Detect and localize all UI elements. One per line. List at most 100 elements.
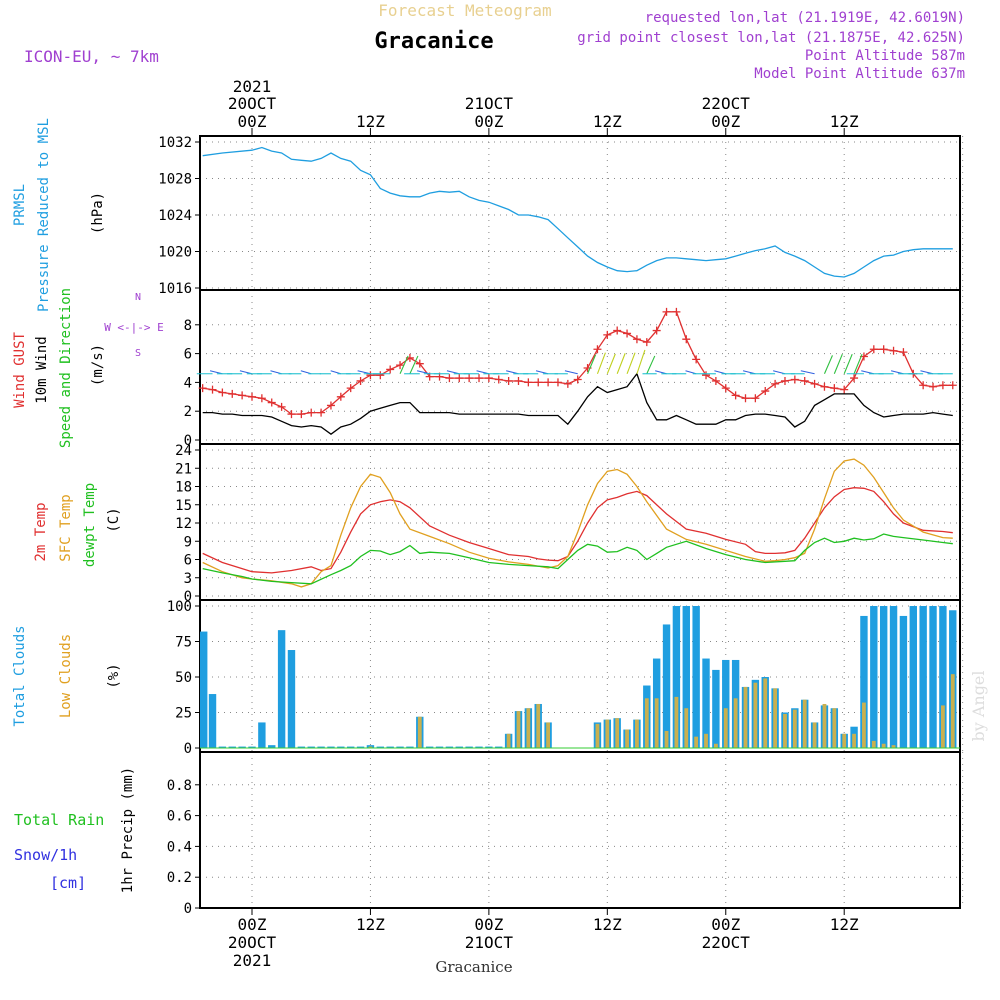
gust-marker <box>326 401 335 410</box>
gust-marker <box>238 391 247 400</box>
total-clouds-bar <box>218 746 227 748</box>
low-clouds-bar <box>852 733 856 748</box>
panel-frame <box>199 289 961 445</box>
gust-marker <box>573 375 582 384</box>
gust-marker <box>524 378 533 387</box>
y-tick-label: 0.2 <box>167 870 192 886</box>
total-clouds-bar <box>248 746 256 748</box>
y-tick-label: 50 <box>175 670 192 686</box>
y-tick-label: 6 <box>184 347 192 363</box>
temperature-panel: 0 3 6 9 12 15 18 21 24 <box>175 443 964 605</box>
low-clouds-bar <box>595 723 600 748</box>
gust-marker <box>919 381 928 390</box>
y-tick-label: 0 <box>184 433 192 449</box>
y-tick-label: 0 <box>184 901 192 917</box>
product-title: Forecast Meteogram <box>378 1 551 20</box>
top-hour-label: 12Z <box>356 112 385 131</box>
gust-marker <box>277 402 286 411</box>
gust-marker <box>415 359 424 368</box>
total-clouds-bar <box>307 746 315 748</box>
gust-marker <box>711 376 720 385</box>
y-tick-label: 21 <box>175 461 192 477</box>
wind-label: 10m Wind <box>34 336 50 403</box>
gust-marker <box>929 382 938 391</box>
total-clouds-bar <box>406 746 414 748</box>
wind-arrow <box>606 353 616 374</box>
y-tick-label: 1032 <box>158 135 192 151</box>
snow-label: Snow/1h <box>14 846 77 864</box>
total-clouds-bar <box>268 745 276 748</box>
wind-arrow <box>616 353 626 374</box>
y-tick-label: 12 <box>175 516 192 532</box>
gust-marker <box>780 376 789 385</box>
gust-marker <box>731 391 740 400</box>
wind-arrow <box>853 353 863 374</box>
top-hour-label: 12Z <box>593 112 622 131</box>
total-clouds-bar <box>879 606 888 748</box>
gust-marker <box>790 375 799 384</box>
y-tick-label: 1028 <box>158 172 192 188</box>
prmsl-long-label: Pressure Reduced to MSL <box>36 118 52 312</box>
gust-marker <box>800 376 809 385</box>
low-clouds-bar <box>605 719 610 748</box>
y-tick-label: 3 <box>184 571 192 587</box>
bottom-hour-label: 00Z <box>711 915 740 934</box>
gust-marker <box>889 346 898 355</box>
low-clouds-bar <box>822 703 827 748</box>
low-clouds-bar <box>417 716 422 748</box>
low-clouds-bar <box>871 740 876 748</box>
y-tick-label: 0 <box>184 741 192 757</box>
total-clouds-bar <box>445 746 454 748</box>
total-clouds-bar <box>200 631 208 748</box>
gust-marker <box>879 345 888 354</box>
low-clouds-bar <box>812 722 817 748</box>
point-altitude: Point Altitude 587m <box>805 48 965 64</box>
total-clouds-bar <box>870 606 878 748</box>
wind-arrow <box>646 355 656 374</box>
bottom-hour-label: 00Z <box>474 915 503 934</box>
y-tick-label: 18 <box>175 480 192 496</box>
total-clouds-label: Total Clouds <box>12 625 28 726</box>
precip-axis-label: 1hr Precip (mm) <box>120 767 136 893</box>
top-hour-label: 12Z <box>830 112 859 131</box>
panel-frame <box>199 599 961 753</box>
location-title: Gracanice <box>374 29 493 54</box>
panel-frame <box>199 751 961 909</box>
low-clouds-bar <box>950 674 955 748</box>
low-clouds-bar <box>654 698 659 748</box>
total-clouds-bar <box>939 606 947 748</box>
gust-marker <box>948 381 957 390</box>
gust-marker <box>228 389 237 398</box>
total-clouds-bar <box>317 746 325 748</box>
total-clouds-bar <box>860 615 868 748</box>
wind-arrow <box>399 355 409 374</box>
gust-marker <box>899 348 908 357</box>
gust-marker <box>208 385 217 394</box>
total-clouds-bar <box>702 658 710 748</box>
wind-arrow <box>587 354 597 374</box>
total-clouds-bar <box>909 606 917 748</box>
total-clouds-bar <box>238 746 246 748</box>
series-line-sfc-temp <box>202 458 953 588</box>
total-clouds-bar <box>366 745 375 748</box>
gust-marker <box>484 374 493 383</box>
gust-marker <box>662 307 671 316</box>
low-clouds-bar <box>802 699 807 748</box>
total-clouds-bar <box>425 746 434 748</box>
gust-marker <box>741 394 750 403</box>
low-clouds-bar <box>763 678 768 748</box>
gust-marker <box>297 410 306 419</box>
y-tick-label: 75 <box>175 635 192 651</box>
closest-coordinates: grid point closest lon,lat (21.1875E, 42… <box>577 30 965 46</box>
y-tick-label: 24 <box>175 443 192 459</box>
low-clouds-label: Low Clouds <box>58 634 74 718</box>
gust-marker <box>603 330 612 339</box>
gust-marker <box>613 326 622 335</box>
total-clouds-bar <box>277 630 286 748</box>
total-clouds-bar <box>228 746 236 748</box>
gust-marker <box>938 381 947 390</box>
bottom-hour-label: 12Z <box>356 915 385 934</box>
low-clouds-bar <box>842 733 847 748</box>
gust-marker <box>534 378 543 387</box>
